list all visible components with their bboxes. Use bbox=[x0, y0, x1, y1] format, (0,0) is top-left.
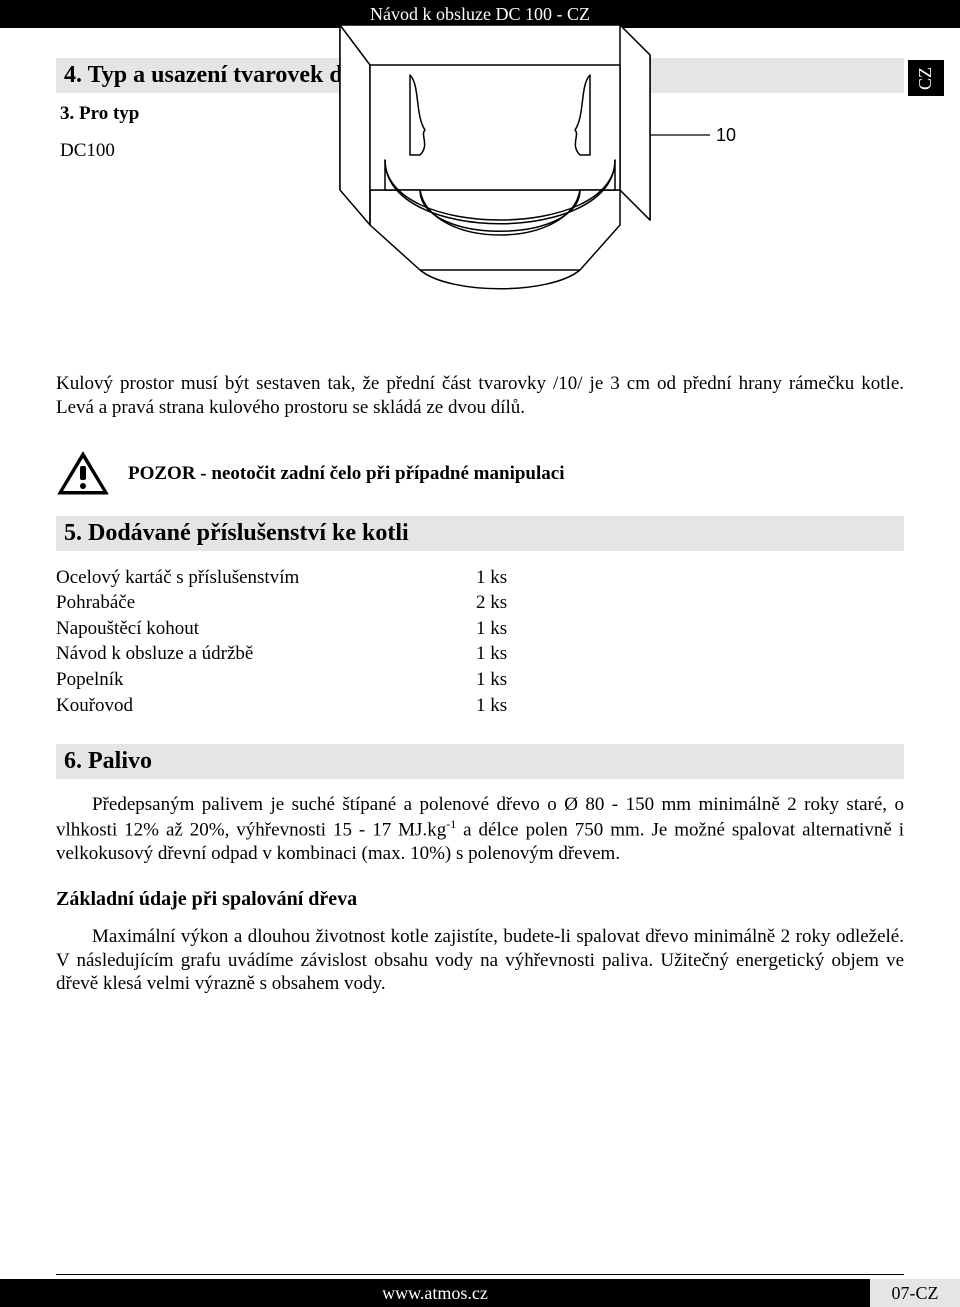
item-qty: 1 ks bbox=[476, 641, 556, 667]
section-4-paragraph: Kulový prostor musí být sestaven tak, že… bbox=[56, 372, 904, 420]
table-row: Návod k obsluze a údržbě1 ks bbox=[56, 641, 904, 667]
callout-10: 10 bbox=[716, 125, 736, 145]
section-6-subheading: Základní údaje při spalování dřeva bbox=[56, 888, 904, 911]
section-6-title: 6. Palivo bbox=[56, 744, 904, 779]
callout-14: 14 bbox=[664, 0, 684, 15]
item-name: Popelník bbox=[56, 667, 476, 693]
accessories-table: Ocelový kartáč s příslušenstvím1 ks Pohr… bbox=[56, 565, 904, 719]
item-name: Ocelový kartáč s příslušenstvím bbox=[56, 565, 476, 591]
footer-divider bbox=[56, 1274, 904, 1275]
item-qty: 1 ks bbox=[476, 693, 556, 719]
side-language-text: CZ bbox=[915, 66, 936, 89]
table-row: Popelník1 ks bbox=[56, 667, 904, 693]
table-row: Kouřovod1 ks bbox=[56, 693, 904, 719]
page: Návod k obsluze DC 100 - CZ CZ 4. Typ a … bbox=[0, 0, 960, 1307]
footer-page-number: 07-CZ bbox=[870, 1279, 960, 1307]
content-area: 4. Typ a usazení tvarovek do topeniště 3… bbox=[0, 28, 960, 996]
item-qty: 1 ks bbox=[476, 616, 556, 642]
section-6-para2: Maximální výkon a dlouhou životnost kotl… bbox=[56, 925, 904, 996]
item-name: Kouřovod bbox=[56, 693, 476, 719]
warning-row: POZOR - neotočit zadní čelo při případné… bbox=[56, 450, 904, 498]
item-qty: 1 ks bbox=[476, 667, 556, 693]
item-qty: 2 ks bbox=[476, 590, 556, 616]
warning-text: POZOR - neotočit zadní čelo při případné… bbox=[128, 463, 564, 485]
item-name: Napouštěcí kohout bbox=[56, 616, 476, 642]
combustion-chamber-diagram: 14 10 bbox=[220, 0, 740, 315]
item-name: Návod k obsluze a údržbě bbox=[56, 641, 476, 667]
footer: www.atmos.cz 07-CZ bbox=[0, 1274, 960, 1307]
footer-bar: www.atmos.cz 07-CZ bbox=[0, 1279, 960, 1307]
footer-url: www.atmos.cz bbox=[0, 1279, 870, 1307]
item-qty: 1 ks bbox=[476, 565, 556, 591]
section-6-para1: Předepsaným palivem je suché štípané a p… bbox=[56, 793, 904, 866]
section-5-title: 5. Dodávané příslušenství ke kotli bbox=[56, 516, 904, 551]
para1-sup: -1 bbox=[446, 817, 456, 831]
side-language-badge: CZ bbox=[908, 60, 944, 96]
item-name: Pohrabáče bbox=[56, 590, 476, 616]
table-row: Ocelový kartáč s příslušenstvím1 ks bbox=[56, 565, 904, 591]
table-row: Napouštěcí kohout1 ks bbox=[56, 616, 904, 642]
table-row: Pohrabáče2 ks bbox=[56, 590, 904, 616]
warning-icon bbox=[56, 450, 110, 498]
